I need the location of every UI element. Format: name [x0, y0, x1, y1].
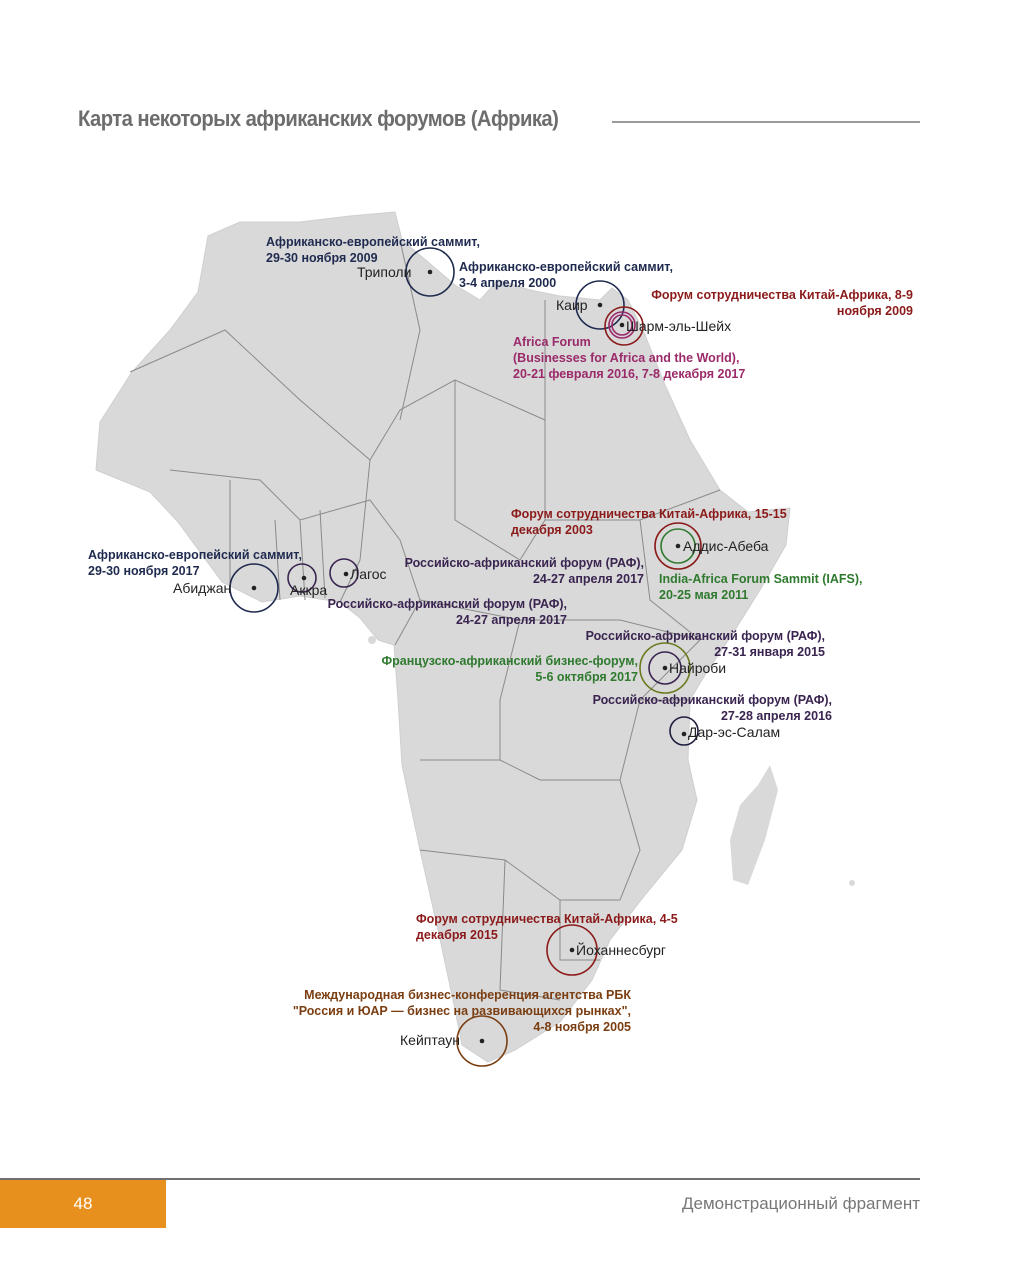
circle-cairo [575, 280, 625, 330]
circle-addis-china [654, 522, 702, 570]
footer-text: Демонстрационный фрагмент [681, 1194, 920, 1213]
city-tripoli: Триполи [357, 264, 411, 280]
city-accra: Аккра [290, 582, 327, 598]
island [849, 880, 855, 886]
event-dar-raf: Российско-африканский форум (РАФ), 27-28 … [593, 693, 832, 723]
footer-divider [0, 1178, 920, 1180]
circle-abidjan [229, 563, 279, 613]
circle-capetown [456, 1015, 508, 1067]
event-lagos-raf: Российско-африканский форум (РАФ), 24-27 … [405, 556, 644, 586]
event-cairo-2000: Африканско-европейский саммит, 3-4 апреля… [459, 260, 673, 290]
city-capetown: Кейптаун [400, 1032, 460, 1048]
event-addis-2011: India-Africa Forum Sammit (IAFS), 20-25 м… [659, 572, 863, 602]
circle-tripoli [405, 247, 455, 297]
event-abidjan-2017: Африканско-европейский саммит, 29-30 нояб… [88, 548, 302, 578]
forum-circles [229, 247, 702, 1067]
borders [129, 239, 721, 1001]
event-africa-forum: Africa Forum (Businesses for Africa and t… [513, 335, 745, 381]
event-labels: Африканско-европейский саммит, 29-30 нояб… [88, 235, 913, 1034]
circle-sharm-china [604, 306, 644, 346]
circle-johannesburg [546, 924, 598, 976]
event-accra-raf: Российско-африканский форум (РАФ), 24-27 … [328, 597, 567, 627]
circle-sharm-af [608, 311, 636, 339]
madagascar [730, 765, 778, 885]
title-divider [612, 121, 920, 123]
event-tripoli-2009: Африканско-европейский саммит, 29-30 нояб… [266, 235, 480, 265]
africa-continent [95, 211, 791, 1063]
event-nairobi-raf: Российско-африканский форум (РАФ), 27-31 … [586, 629, 825, 659]
circle-accra [287, 563, 317, 593]
circle-lagos [329, 558, 359, 588]
city-addis: Аддис-Абеба [683, 538, 769, 554]
circle-nairobi-fr [639, 642, 691, 694]
city-cairo: Каир [556, 297, 588, 313]
island [368, 636, 376, 644]
city-lagos: Лагос [350, 566, 387, 582]
circle-sharm-af2 [611, 314, 633, 336]
page-title: Карта некоторых африканских форумов (Афр… [78, 106, 559, 131]
circle-nairobi-raf [648, 651, 682, 685]
page-number: 48 [0, 1180, 166, 1228]
city-dar: Дар-эс-Салам [688, 724, 780, 740]
land [95, 211, 855, 1063]
city-nairobi: Найроби [669, 660, 726, 676]
circle-dar [669, 716, 699, 746]
event-jburg-2015: Форум сотрудничества Китай-Африка, 4-5 де… [416, 912, 678, 942]
city-sharm: Шарм-эль-Шейх [626, 318, 731, 334]
event-cape-2005: Международная бизнес-конференция агентст… [293, 988, 632, 1034]
event-addis-2003: Форум сотрудничества Китай-Африка, 15-15… [511, 507, 787, 537]
circle-addis-india [660, 528, 696, 564]
event-sharm-2009: Форум сотрудничества Китай-Африка, 8-9 но… [651, 288, 913, 318]
event-nairobi-fr: Французско-африканский бизнес-форум, 5-6 … [382, 654, 639, 684]
city-abidjan: Абиджан [173, 580, 231, 596]
city-labels: Триполи Каир Шарм-эль-Шейх Аддис-Абеба А… [173, 264, 780, 1048]
city-dots [251, 269, 687, 1044]
city-johannesburg: Йоханнесбург [576, 941, 666, 958]
